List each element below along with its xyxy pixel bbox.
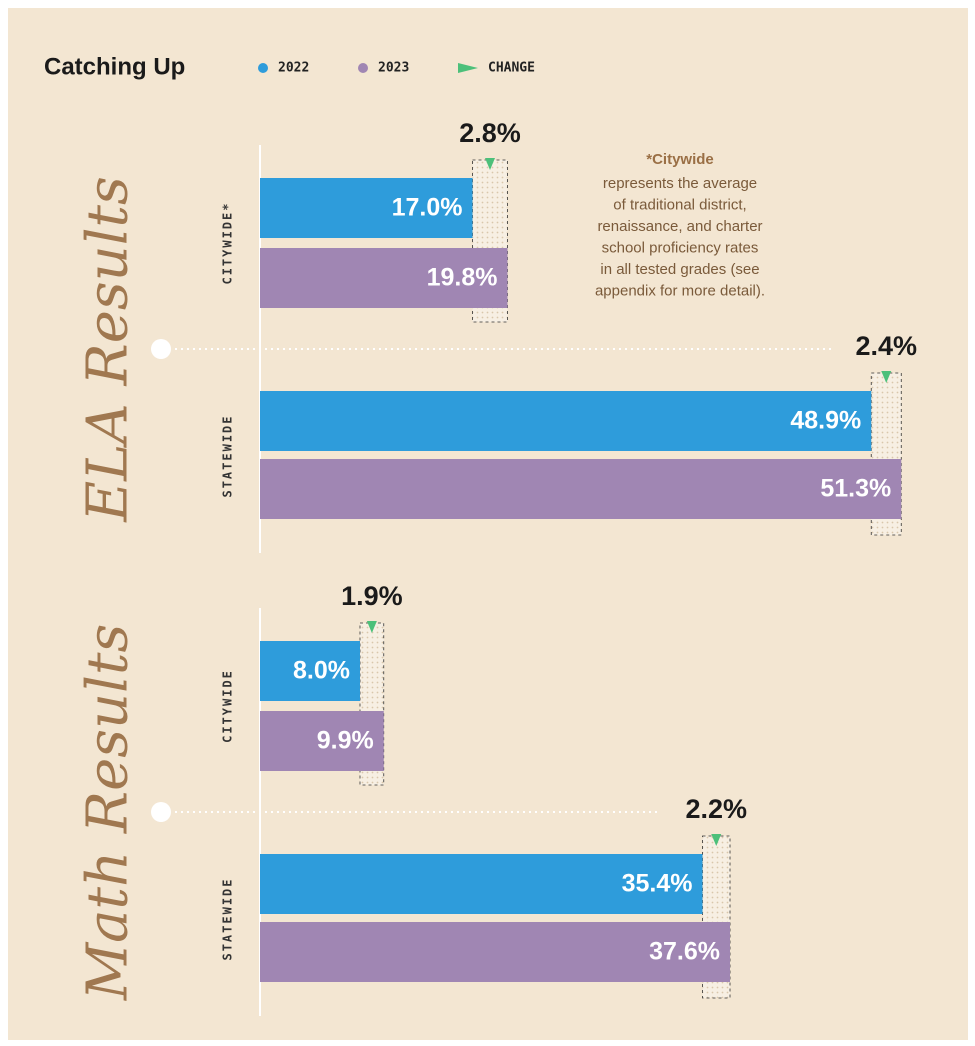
bar: [260, 711, 384, 771]
change-label: 2.8%: [459, 118, 521, 148]
legend-label: 2023: [378, 61, 409, 76]
divider-dot: [151, 339, 171, 359]
bar: [260, 922, 730, 982]
panel-title: ELA Results: [76, 176, 141, 523]
bar: [260, 641, 360, 701]
category-label: CITYWIDE: [221, 669, 235, 743]
legend-swatch: [458, 63, 478, 73]
value-label: 35.4%: [622, 870, 693, 898]
bar: [260, 391, 872, 451]
legend-swatch: [358, 63, 368, 73]
value-label: 48.9%: [790, 407, 861, 435]
value-label: 37.6%: [649, 938, 720, 966]
value-label: 51.3%: [820, 475, 891, 503]
bar: [260, 459, 902, 519]
category-label: STATEWIDE: [221, 877, 235, 960]
legend-label: CHANGE: [488, 61, 535, 76]
panel-title: Math Results: [76, 624, 141, 1001]
bar: [260, 248, 508, 308]
change-marker: [366, 621, 377, 633]
note-line: represents the average: [603, 175, 757, 192]
page-title: Catching Up: [44, 53, 185, 80]
divider-dot: [151, 802, 171, 822]
category-label: STATEWIDE: [221, 414, 235, 497]
change-label: 2.2%: [685, 794, 747, 824]
bar: [260, 178, 473, 238]
note-line: renaissance, and charter: [597, 218, 762, 235]
change-label: 2.4%: [855, 331, 917, 361]
legend-swatch: [258, 63, 268, 73]
bar: [260, 854, 703, 914]
change-marker: [485, 158, 495, 170]
value-label: 19.8%: [427, 264, 498, 292]
note-heading: *Citywide: [646, 151, 714, 168]
note-line: appendix for more detail).: [595, 282, 765, 299]
category-label: CITYWIDE*: [221, 201, 235, 284]
change-marker: [711, 834, 722, 846]
change-marker: [881, 371, 892, 383]
value-label: 9.9%: [317, 727, 374, 755]
value-label: 17.0%: [392, 194, 463, 222]
change-label: 1.9%: [341, 581, 403, 611]
note-line: of traditional district,: [613, 196, 746, 213]
legend-label: 2022: [278, 61, 309, 76]
note-line: school proficiency rates: [602, 239, 759, 256]
value-label: 8.0%: [293, 657, 350, 685]
note-line: in all tested grades (see: [600, 261, 759, 278]
